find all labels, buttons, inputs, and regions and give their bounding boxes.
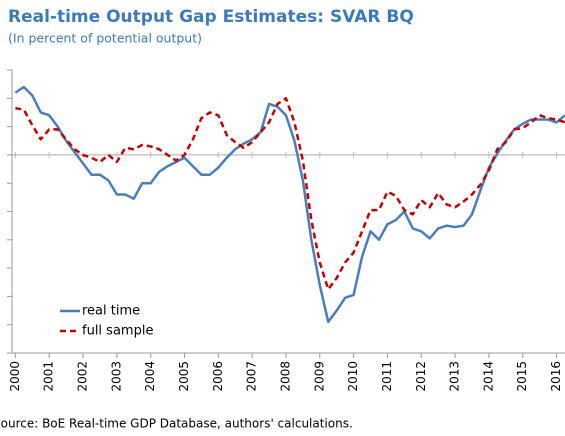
x-tick-label: 2001	[42, 361, 56, 392]
series-line	[15, 97, 565, 291]
x-tick-label: 2014	[481, 361, 495, 392]
chart-subtitle: (In percent of potential output)	[8, 31, 202, 46]
legend-label: full sample	[82, 324, 153, 339]
x-tick-label: 2009	[312, 361, 326, 392]
x-tick-label: 2008	[278, 361, 292, 392]
x-tick-label: 2005	[177, 361, 191, 392]
source-note: Source: BoE Real-time GDP Database, auth…	[0, 417, 353, 431]
chart-title: Real-time Output Gap Estimates: SVAR BQ	[8, 7, 414, 27]
x-tick-label: 2004	[143, 361, 157, 392]
x-tick-label: 2011	[380, 361, 394, 392]
x-tick-label: 2002	[76, 361, 90, 392]
x-tick-label: 2016	[549, 361, 563, 392]
x-tick-label: 2015	[515, 361, 529, 392]
x-tick-label: 2007	[245, 361, 259, 392]
series-line	[14, 85, 565, 324]
x-tick-label: 2012	[414, 361, 428, 392]
legend-label: real time	[82, 304, 140, 319]
x-tick-label: 2003	[109, 361, 123, 392]
x-tick-label: 2000	[8, 361, 22, 392]
x-tick-label: 2006	[211, 361, 225, 392]
x-tick-label: 2010	[346, 361, 360, 392]
x-tick-label: 2013	[448, 361, 462, 392]
